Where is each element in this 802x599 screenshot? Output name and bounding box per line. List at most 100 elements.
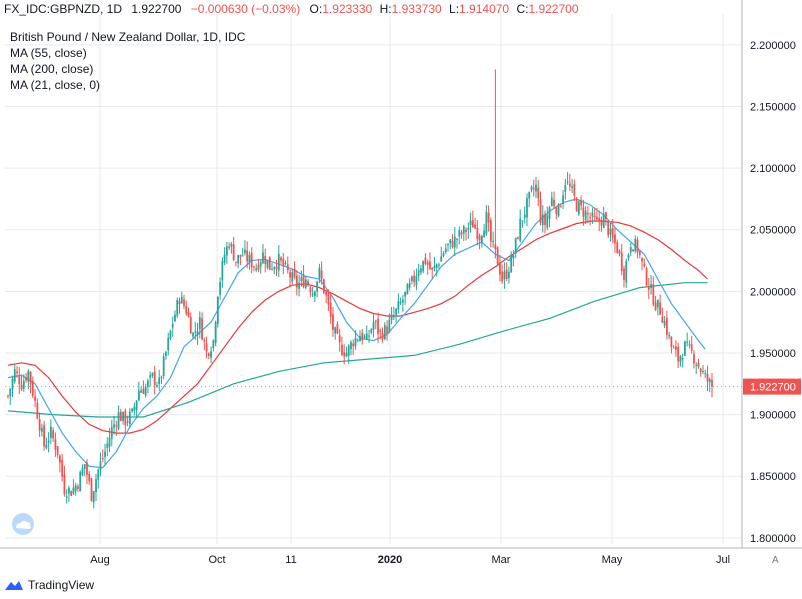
candle-body (16, 371, 18, 374)
candle-body (207, 353, 210, 357)
candle-body (575, 198, 578, 212)
close-value: 1.922700 (528, 2, 579, 16)
auto-scale-button[interactable]: A (772, 555, 779, 566)
low-label: L: (449, 2, 460, 16)
candle-body (52, 430, 55, 439)
candle-body (643, 263, 646, 266)
candle-body (510, 254, 513, 273)
tradingview-logo-icon (5, 581, 23, 590)
candle-body (307, 281, 310, 286)
candle-body (496, 247, 499, 265)
candle-body (295, 275, 298, 288)
candle-body (271, 269, 273, 271)
y-tick-label: 2.150000 (750, 101, 796, 113)
candle-body (388, 320, 391, 332)
candle-body (600, 219, 603, 226)
candle-body (65, 496, 68, 498)
candle-body (471, 220, 474, 228)
candle-body (95, 479, 97, 493)
low-value: 1.914070 (459, 2, 510, 16)
candle-body (598, 218, 601, 223)
candle-body (318, 267, 321, 279)
y-tick-label: 2.050000 (750, 225, 796, 237)
candle-body (214, 322, 217, 343)
candle-body (586, 213, 589, 215)
candle-body (187, 312, 190, 317)
candle-body (289, 272, 291, 278)
candle-body (275, 266, 278, 270)
candle-body (377, 318, 379, 334)
candle-body (70, 491, 73, 496)
candle-body (699, 368, 702, 372)
candle-body (582, 207, 585, 217)
candle-body (343, 352, 346, 357)
x-tick-label: Jul (716, 554, 730, 566)
candle-body (189, 316, 192, 334)
candle-body (356, 339, 359, 341)
candle-body (9, 388, 12, 397)
candle-body (688, 344, 691, 346)
candle-body (476, 227, 479, 240)
candle-body (325, 291, 328, 296)
x-tick-label: Mar (492, 554, 511, 566)
candle-body (460, 232, 463, 235)
candle-body (165, 352, 167, 356)
candle-body (433, 266, 436, 269)
candle-body (420, 268, 422, 273)
candle-body (483, 230, 486, 238)
candle-body (605, 212, 607, 220)
candle-body (104, 451, 106, 457)
candle-body (185, 306, 188, 314)
candle-body (298, 282, 300, 289)
candle-body (451, 240, 454, 248)
candle-body (435, 264, 438, 269)
candle-body (83, 464, 86, 469)
candle-body (13, 369, 16, 382)
candle-body (406, 284, 409, 295)
candle-body (508, 271, 510, 279)
candle-body (629, 247, 632, 253)
candle-body (562, 195, 564, 204)
candle-body (230, 244, 233, 247)
change-value: −0.000630 (−0.03%) (190, 2, 301, 16)
candle-body (223, 254, 226, 263)
high-label: H: (379, 2, 392, 16)
close-label: C: (516, 2, 529, 16)
candle-body (86, 462, 88, 475)
candle-body (286, 264, 289, 271)
candle-body (47, 440, 50, 443)
candle-body (119, 412, 122, 422)
candle-body (144, 386, 147, 396)
candle-body (440, 256, 443, 262)
open-label: O: (309, 2, 323, 16)
candle-body (548, 207, 551, 219)
legend-ma21[interactable]: MA (21, close, 0) (10, 78, 101, 92)
x-tick-label: 2020 (378, 554, 402, 566)
candle-body (638, 250, 641, 255)
candle-body (584, 210, 587, 221)
x-tick-label: May (602, 554, 623, 566)
candle-body (77, 486, 79, 489)
candle-body (607, 221, 610, 236)
candle-body (302, 274, 305, 288)
candle-body (453, 236, 456, 248)
candle-body (255, 268, 258, 270)
y-tick-label: 1.850000 (750, 471, 796, 483)
candle-body (681, 358, 684, 360)
candles-layer (7, 69, 713, 509)
candle-body (614, 234, 616, 244)
candle-body (568, 183, 571, 187)
candle-body (489, 220, 492, 242)
candle-body (203, 340, 206, 342)
candle-body (304, 279, 307, 288)
candle-body (146, 380, 149, 387)
candle-body (38, 419, 41, 431)
legend-ma55[interactable]: MA (55, close) (10, 46, 87, 60)
candle-body (557, 204, 560, 216)
tradingview-branding[interactable]: TradingView (4, 576, 94, 594)
candle-body (541, 214, 544, 225)
candle-body (216, 297, 219, 324)
legend-ma200[interactable]: MA (200, close) (10, 62, 94, 76)
candle-body (559, 206, 562, 208)
